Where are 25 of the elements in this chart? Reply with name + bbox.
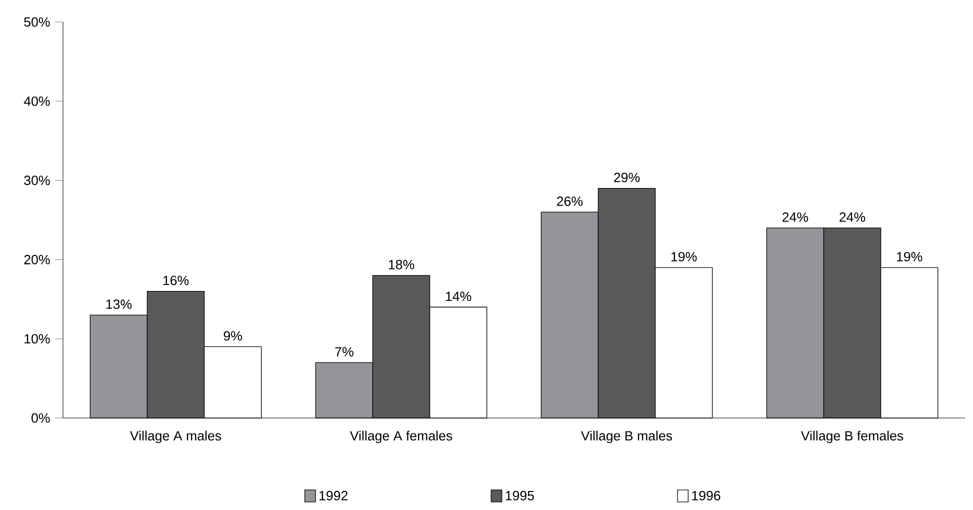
data-label: 14% — [446, 292, 472, 302]
data-label: 24% — [782, 212, 808, 222]
data-label: 18% — [388, 260, 414, 270]
x-tick-label: Village A males — [130, 430, 222, 444]
data-label: 19% — [671, 252, 697, 262]
y-tick-label: 10% — [24, 334, 50, 344]
y-tick-label: 40% — [24, 96, 50, 106]
y-tick-label: 20% — [24, 254, 50, 264]
data-label: 13% — [106, 299, 132, 309]
legend-label: 1992 — [320, 490, 348, 500]
data-label: 29% — [614, 172, 640, 182]
y-tick-label: 50% — [24, 17, 50, 27]
x-tick-label: Village B females — [800, 430, 904, 444]
data-label: 16% — [163, 276, 189, 286]
data-label: 26% — [557, 196, 583, 206]
legend-label: 1996 — [692, 490, 720, 500]
data-label: 9% — [224, 331, 242, 341]
x-tick-label: Village A females — [350, 430, 452, 444]
y-tick-label: 0% — [32, 413, 50, 423]
y-tick-label: 30% — [24, 176, 50, 186]
x-tick-label: Village B males — [580, 430, 672, 444]
data-label: 24% — [840, 212, 866, 222]
data-label: 7% — [335, 347, 354, 356]
data-label: 19% — [896, 252, 922, 262]
legend-label: 1995 — [506, 490, 534, 500]
